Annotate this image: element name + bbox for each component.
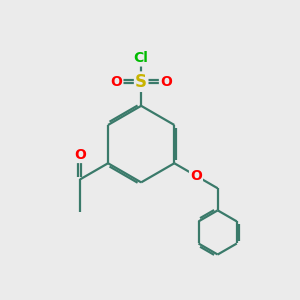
- Text: O: O: [74, 148, 86, 162]
- Text: O: O: [160, 75, 172, 89]
- Text: Cl: Cl: [134, 51, 148, 65]
- Text: O: O: [110, 75, 122, 89]
- Text: O: O: [190, 169, 202, 183]
- Text: S: S: [135, 73, 147, 91]
